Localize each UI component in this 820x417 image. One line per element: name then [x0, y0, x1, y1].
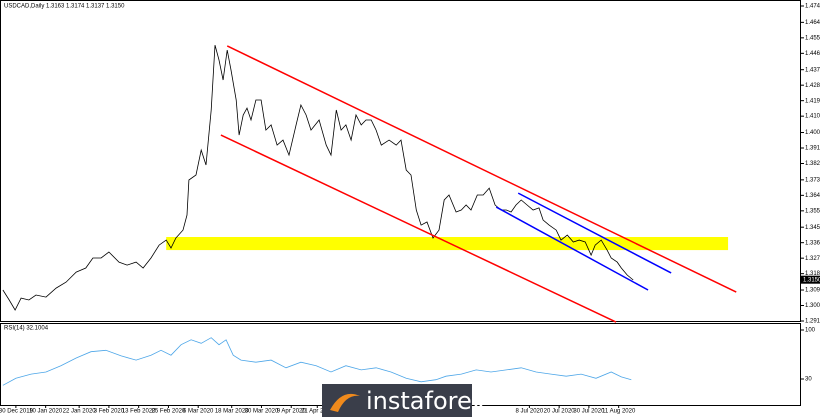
y-tick-label: 1.3550 [805, 208, 820, 214]
x-tick-label: 22 Jan 2020 [63, 409, 97, 415]
price-marker-label: 1.3150 [803, 277, 820, 283]
y-tick-label: 1.3915 [805, 146, 820, 152]
x-tick-label: 25 Feb 2020 [152, 409, 186, 415]
trend-line [517, 192, 672, 274]
y-tick-label: 100 [805, 328, 816, 334]
y-tick-label: 1.3185 [805, 271, 820, 277]
y-tick-label: 1.4465 [805, 51, 820, 57]
price-line [2, 337, 632, 386]
watermark-icon [330, 393, 360, 412]
x-tick-label: 10 Jan 2020 [29, 409, 63, 415]
y-tick-label: 1.3365 [805, 240, 820, 246]
x-tick-label: 30 Jul 2020 [573, 409, 605, 415]
price-panel [0, 0, 801, 322]
watermark-text: instaforex [366, 387, 486, 415]
y-tick-label: 1.3000 [805, 303, 820, 309]
x-tick-label: 6 Mar 2020 [183, 409, 214, 415]
price-marker [801, 275, 820, 284]
y-tick-label: 1.4740 [805, 4, 820, 10]
price-line [2, 44, 634, 311]
watermark-box [322, 384, 472, 417]
rsi-title: RSI(14) 32.1004 [4, 326, 49, 332]
y-tick-label: 1.3825 [805, 161, 820, 167]
trend-line [495, 206, 649, 291]
y-tick-label: 1.4190 [805, 98, 820, 104]
y-tick-label: 1.4555 [805, 35, 820, 41]
trend-line [226, 45, 737, 293]
y-tick-label: 1.4280 [805, 83, 820, 89]
y-tick-label: 1.4370 [805, 67, 820, 73]
watermark: instaforex [322, 384, 486, 417]
x-tick-label: 20 Jul 2020 [544, 409, 576, 415]
x-tick-label: 21 Apr 2020 [301, 409, 334, 415]
y-tick-label: 1.4645 [805, 20, 820, 26]
chart-title: USDCAD,Daily 1.3163 1.3174 1.3137 1.3150 [4, 4, 125, 10]
y-tick-label: 1.3640 [805, 193, 820, 199]
y-tick-label: 1.3730 [805, 177, 820, 183]
x-tick-label: 11 Aug 2020 [602, 409, 636, 415]
x-tick-label: 8 Jul 2020 [516, 409, 544, 415]
trend-line [220, 134, 617, 323]
x-tick-label: 13 Feb 2020 [122, 409, 156, 415]
y-tick-label: 1.2910 [805, 319, 820, 325]
x-tick-label: 3 Feb 2020 [94, 409, 125, 415]
x-tick-label: 30 Dec 2019 [0, 409, 34, 415]
y-tick-label: 1.4100 [805, 114, 820, 120]
x-tick-label: 9 Apr 2020 [277, 409, 307, 415]
y-tick-label: 1.3455 [805, 225, 820, 231]
y-tick-label: 30 [805, 377, 812, 383]
y-tick-label: 1.3275 [805, 256, 820, 262]
x-tick-label: 30 Mar 2020 [245, 409, 279, 415]
x-tick-label: 18 Mar 2020 [215, 409, 249, 415]
y-tick-label: 1.4005 [805, 130, 820, 136]
y-tick-label: 1.3090 [805, 288, 820, 294]
